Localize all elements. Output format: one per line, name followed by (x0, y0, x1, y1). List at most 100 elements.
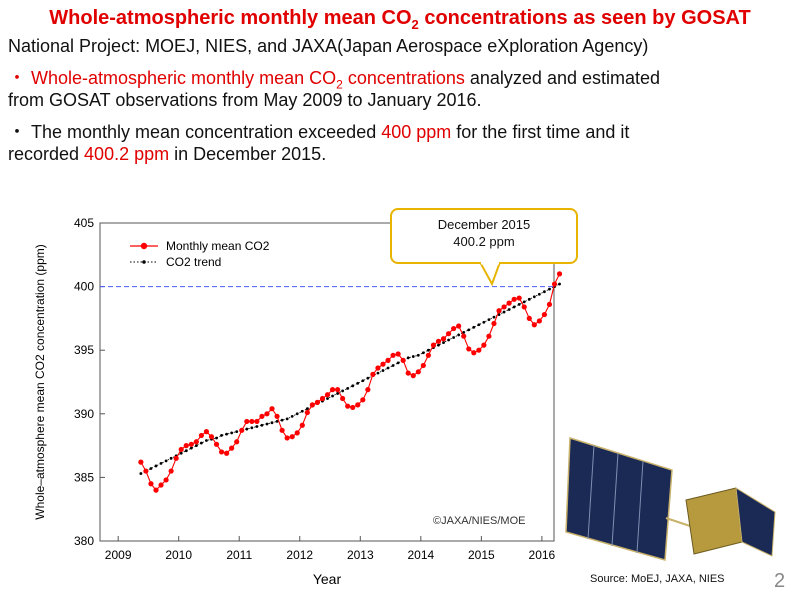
trend-point (336, 392, 339, 395)
trend-point (189, 446, 193, 450)
trend-point (159, 462, 163, 465)
monthly-point (390, 352, 396, 358)
trend-point (477, 323, 481, 327)
monthly-point (334, 387, 341, 393)
monthly-point (360, 397, 366, 403)
bullet-2-mark: ・ (8, 122, 26, 142)
solar-panel-left (565, 436, 673, 561)
x-tick-label: 2015 (468, 548, 495, 562)
monthly-point (324, 392, 331, 398)
monthly-point (294, 430, 300, 436)
trend-point (396, 361, 400, 365)
monthly-point (370, 371, 376, 377)
monthly-point (476, 347, 482, 353)
trend-point (169, 456, 173, 460)
monthly-point (345, 403, 351, 409)
monthly-point (536, 318, 542, 324)
bullet-1-highlight-tail: concentrations (342, 68, 465, 88)
monthly-point (456, 323, 462, 329)
trend-point (245, 427, 249, 431)
trend-point (512, 305, 516, 309)
monthly-series (138, 271, 563, 493)
trend-point (447, 338, 450, 342)
monthly-point (234, 439, 240, 445)
bullet-1-line-2: from GOSAT observations from May 2009 to… (8, 90, 482, 110)
slide-title: Whole-atmospheric monthly mean CO2 conce… (0, 7, 800, 32)
monthly-point (355, 402, 361, 408)
trend-point (492, 315, 496, 319)
trend-point (532, 295, 536, 299)
monthly-point (264, 411, 270, 417)
monthly-point (430, 342, 437, 348)
bullet-2-text-a: The monthly mean concentration exceeded (26, 122, 382, 142)
monthly-point (138, 459, 144, 465)
trend-point (300, 409, 304, 413)
monthly-point (314, 399, 321, 405)
trend-point (391, 364, 395, 367)
monthly-point (153, 487, 159, 493)
x-tick-label: 2012 (286, 548, 313, 562)
trend-point (482, 320, 486, 324)
x-tick-label: 2016 (529, 548, 556, 562)
monthly-point (556, 271, 563, 277)
monthly-point (213, 441, 220, 447)
monthly-point (541, 311, 548, 318)
monthly-point (203, 429, 210, 435)
trend-point (149, 467, 153, 470)
satellite-illustration (565, 436, 776, 561)
trend-point (179, 451, 183, 455)
bullet-2-line-2: recorded 400.2 ppm in December 2015. (8, 144, 326, 165)
trend-point (285, 417, 289, 421)
monthly-point (218, 449, 225, 455)
trend-point (139, 472, 143, 475)
monthly-point (375, 365, 381, 371)
trend-point (426, 348, 430, 352)
trend-point (235, 430, 239, 434)
monthly-point (415, 369, 421, 375)
monthly-point (451, 325, 457, 332)
monthly-point (365, 387, 371, 393)
trend-point (502, 310, 506, 314)
monthly-point (496, 308, 502, 314)
trend-point (452, 336, 456, 339)
trend-point (406, 356, 410, 360)
bullet-1-highlight: Whole-atmospheric monthly mean CO (26, 68, 337, 88)
y-tick-label: 400 (74, 280, 94, 294)
trend-point (351, 384, 355, 388)
monthly-point (531, 322, 537, 328)
trend-point (265, 422, 269, 426)
page-number: 2 (774, 570, 786, 592)
monthly-point (385, 357, 391, 363)
trend-point (366, 376, 370, 380)
plot-frame (99, 222, 555, 542)
monthly-point (400, 357, 406, 363)
trend-series (139, 282, 561, 475)
trend-point (331, 394, 334, 398)
trend-point (270, 421, 274, 425)
monthly-point (239, 427, 245, 433)
monthly-point (405, 370, 411, 376)
trend-point (225, 432, 229, 436)
trend-point (194, 444, 198, 447)
monthly-point (299, 422, 305, 428)
trend-point (164, 459, 168, 463)
legend-trend-label: CO2 trend (166, 255, 221, 269)
legend-trend-marker (142, 260, 146, 264)
y-axis: 380 385 390 395 400 405 (74, 216, 105, 548)
callout-pointer-shape (478, 262, 502, 287)
bullet-1-mark: ・ (8, 68, 26, 88)
monthly-point (208, 434, 215, 440)
monthly-point (183, 443, 189, 449)
monthly-point (329, 387, 336, 393)
trend-point (527, 297, 531, 301)
title-tail: concentrations as seen by GOSAT (418, 7, 751, 29)
callout-box: December 2015 400.2 ppm (390, 208, 578, 264)
trend-point (356, 381, 360, 385)
solar-panel-right (735, 487, 776, 557)
trend-point (230, 431, 234, 435)
panel-seam (636, 460, 644, 554)
monthly-point (163, 477, 169, 483)
monthly-point (193, 439, 199, 445)
monthly-point (269, 406, 275, 412)
y-tick-label: 385 (74, 470, 94, 484)
